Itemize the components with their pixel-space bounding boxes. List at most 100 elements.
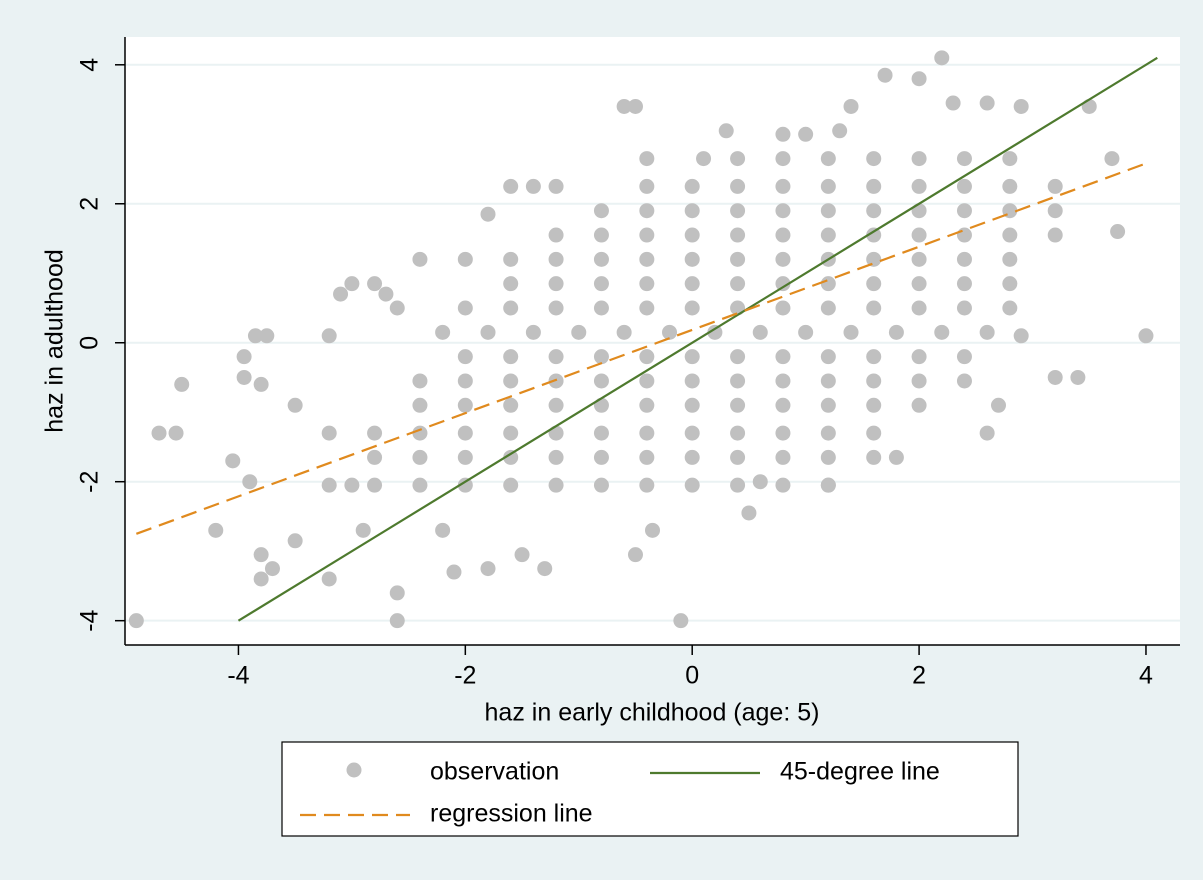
point xyxy=(593,397,609,413)
point xyxy=(264,561,280,577)
point xyxy=(593,373,609,389)
point xyxy=(639,477,655,493)
point xyxy=(593,227,609,243)
point xyxy=(1047,227,1063,243)
y-tick-label: -4 xyxy=(76,609,104,631)
point xyxy=(775,203,791,219)
point xyxy=(242,474,258,490)
point xyxy=(775,449,791,465)
point xyxy=(775,397,791,413)
point xyxy=(843,98,859,114)
point xyxy=(684,449,700,465)
point xyxy=(639,178,655,194)
point xyxy=(367,425,383,441)
x-tick-label: 0 xyxy=(685,662,699,690)
point xyxy=(684,276,700,292)
point xyxy=(236,369,252,385)
point xyxy=(480,206,496,222)
point xyxy=(662,324,678,340)
point xyxy=(412,449,428,465)
point xyxy=(639,397,655,413)
point xyxy=(752,324,768,340)
point xyxy=(503,397,519,413)
point xyxy=(1104,151,1120,167)
point xyxy=(684,477,700,493)
point xyxy=(911,373,927,389)
point xyxy=(151,425,167,441)
point xyxy=(645,522,660,538)
point xyxy=(503,276,519,292)
point xyxy=(979,95,995,111)
point xyxy=(355,522,371,538)
point xyxy=(457,425,473,441)
point xyxy=(684,203,700,219)
point xyxy=(236,349,252,365)
point xyxy=(253,376,269,392)
point xyxy=(730,397,746,413)
point xyxy=(457,300,473,316)
point xyxy=(775,227,791,243)
point xyxy=(627,98,643,114)
point xyxy=(457,373,473,389)
point xyxy=(866,397,882,413)
point xyxy=(174,376,190,392)
y-tick-label: -2 xyxy=(76,471,104,493)
point xyxy=(503,373,519,389)
point xyxy=(571,324,587,340)
x-tick-label: -4 xyxy=(227,662,249,690)
x-tick-label: -2 xyxy=(454,662,476,690)
point xyxy=(911,251,927,267)
point xyxy=(820,397,836,413)
point xyxy=(956,203,972,219)
point xyxy=(684,349,700,365)
point xyxy=(956,276,972,292)
point xyxy=(866,203,882,219)
point xyxy=(911,178,927,194)
point xyxy=(168,425,184,441)
point xyxy=(888,324,904,340)
point xyxy=(718,123,734,139)
point xyxy=(1070,369,1086,385)
point xyxy=(247,328,263,344)
point xyxy=(752,474,768,490)
point xyxy=(457,477,473,493)
point xyxy=(911,397,927,413)
point xyxy=(259,328,275,344)
point xyxy=(866,151,882,167)
point xyxy=(480,324,496,340)
point xyxy=(1002,251,1018,267)
point xyxy=(503,300,519,316)
point xyxy=(730,349,746,365)
point xyxy=(593,300,609,316)
point xyxy=(730,300,746,316)
point xyxy=(548,349,564,365)
point xyxy=(616,98,632,114)
point xyxy=(684,227,700,243)
point xyxy=(367,477,383,493)
point xyxy=(639,251,655,267)
point xyxy=(225,453,241,469)
point xyxy=(1110,224,1126,240)
point xyxy=(639,276,655,292)
point xyxy=(503,425,519,441)
point xyxy=(548,449,564,465)
point xyxy=(503,178,519,194)
point xyxy=(843,324,859,340)
point xyxy=(730,178,746,194)
point xyxy=(287,397,303,413)
point xyxy=(389,585,405,601)
point xyxy=(866,178,882,194)
point xyxy=(911,276,927,292)
point xyxy=(525,324,541,340)
point xyxy=(457,251,473,267)
point xyxy=(956,178,972,194)
point xyxy=(820,477,836,493)
point xyxy=(877,67,893,83)
point xyxy=(866,425,882,441)
point xyxy=(934,324,950,340)
point xyxy=(1081,98,1097,114)
point xyxy=(321,477,337,493)
point xyxy=(730,425,746,441)
point xyxy=(389,613,405,629)
